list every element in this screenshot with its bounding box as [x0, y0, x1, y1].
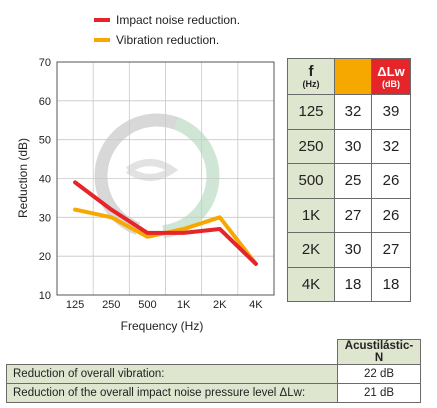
- summary-header-spacer: [7, 340, 338, 365]
- legend-item-vibration: Vibration reduction.: [94, 30, 240, 50]
- cell-vibration: 27: [334, 197, 372, 233]
- table-row: 500 25 26: [287, 163, 411, 199]
- values-table-header: f (Hz) ΔLw (dB): [287, 58, 411, 95]
- y-tick-label: 40: [39, 174, 51, 186]
- table-row: Reduction of overall vibration: 22 dB: [6, 364, 421, 384]
- summary-table: Acustilástic-N Reduction of overall vibr…: [6, 339, 421, 403]
- cell-frequency: 500: [287, 163, 335, 199]
- header-delta-lw-unit: (dB): [382, 78, 400, 89]
- header-vibration-swatch: [334, 58, 372, 95]
- x-tick-label: 250: [102, 299, 120, 311]
- header-delta-lw: ΔLw (dB): [371, 58, 411, 95]
- table-row: 1K 27 26: [287, 197, 411, 233]
- summary-header-row: Acustilástic-N: [7, 339, 421, 365]
- summary-product-name: Acustilástic-N: [337, 339, 421, 365]
- legend-label-vibration: Vibration reduction.: [116, 33, 220, 47]
- table-row: 250 30 32: [287, 128, 411, 164]
- values-table: f (Hz) ΔLw (dB) 125 32 39 250 30 32 500 …: [287, 58, 411, 302]
- x-tick-label: 1K: [177, 299, 191, 311]
- cell-delta-lw: 26: [371, 197, 411, 233]
- cell-delta-lw: 39: [371, 94, 411, 130]
- cell-frequency: 2K: [287, 232, 335, 268]
- cell-vibration: 30: [334, 128, 372, 164]
- x-axis-ticks: 125 250 500 1K 2K 4K: [66, 299, 263, 311]
- summary-label: Reduction of overall vibration:: [6, 364, 338, 384]
- chart-grid: [57, 61, 274, 296]
- cell-delta-lw: 32: [371, 128, 411, 164]
- legend-label-impact: Impact noise reduction.: [116, 13, 241, 27]
- y-tick-label: 60: [39, 96, 51, 108]
- x-tick-label: 2K: [213, 299, 227, 311]
- series-line-impact: [73, 180, 258, 266]
- y-axis-label: Reduction (dB): [16, 138, 30, 218]
- y-tick-label: 30: [39, 212, 51, 224]
- summary-label: Reduction of the overall impact noise pr…: [6, 383, 338, 403]
- legend-item-impact: Impact noise reduction.: [94, 10, 240, 30]
- watermark-logo: [94, 113, 220, 239]
- legend-swatch-impact: [94, 18, 110, 22]
- table-row: 4K 18 18: [287, 266, 411, 302]
- plot-frame: [56, 61, 275, 296]
- chart-legend: Impact noise reduction. Vibration reduct…: [94, 10, 240, 50]
- cell-vibration: 25: [334, 163, 372, 199]
- header-frequency-label: f: [308, 62, 314, 80]
- y-tick-label: 20: [39, 251, 51, 263]
- table-row: 2K 30 27: [287, 232, 411, 268]
- cell-vibration: 32: [334, 94, 372, 130]
- x-axis-label: Frequency (Hz): [121, 319, 204, 333]
- cell-frequency: 4K: [287, 266, 335, 302]
- header-frequency-unit: (Hz): [302, 78, 320, 89]
- header-delta-lw-label: ΔLw: [377, 63, 405, 79]
- cell-delta-lw: 18: [371, 266, 411, 302]
- y-axis-ticks: 10 20 30 40 50 60 70: [39, 57, 51, 302]
- cell-delta-lw: 27: [371, 232, 411, 268]
- y-tick-label: 70: [39, 57, 51, 69]
- x-tick-label: 4K: [249, 299, 263, 311]
- chart-series: [73, 180, 258, 266]
- table-row: Reduction of the overall impact noise pr…: [6, 383, 421, 403]
- cell-vibration: 18: [334, 266, 372, 302]
- summary-value: 21 dB: [337, 383, 421, 403]
- legend-swatch-vibration: [94, 38, 110, 42]
- table-row: 125 32 39: [287, 94, 411, 130]
- cell-frequency: 250: [287, 128, 335, 164]
- y-tick-label: 10: [39, 290, 51, 302]
- cell-vibration: 30: [334, 232, 372, 268]
- cell-frequency: 1K: [287, 197, 335, 233]
- summary-value: 22 dB: [337, 364, 421, 384]
- cell-frequency: 125: [287, 94, 335, 130]
- cell-delta-lw: 26: [371, 163, 411, 199]
- x-tick-label: 500: [138, 299, 156, 311]
- header-frequency: f (Hz): [287, 58, 335, 95]
- y-tick-label: 50: [39, 135, 51, 147]
- x-tick-label: 125: [66, 299, 84, 311]
